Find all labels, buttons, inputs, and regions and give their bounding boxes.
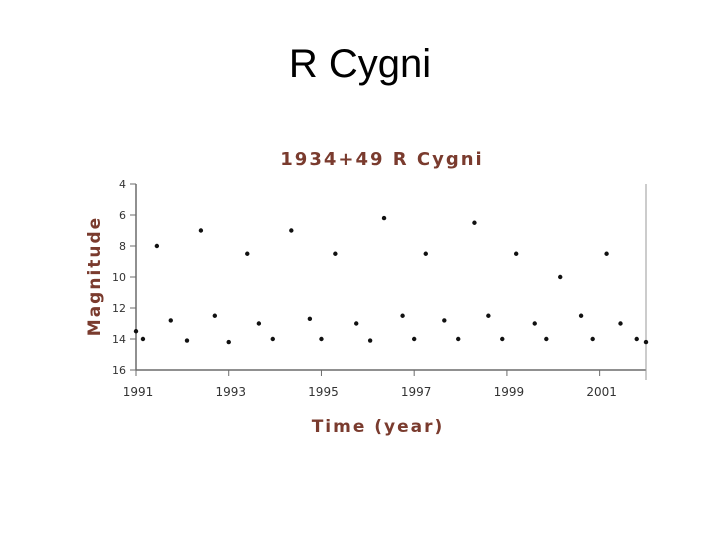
y-tick-label: 8	[119, 240, 126, 253]
data-point	[289, 228, 294, 233]
x-tick-label: 1997	[401, 385, 432, 399]
data-point	[381, 215, 387, 221]
data-point	[500, 336, 505, 342]
data-point	[367, 338, 373, 343]
y-axis-label: Magnitude	[85, 216, 105, 336]
data-point	[532, 321, 537, 326]
data-point	[544, 336, 549, 342]
x-tick-label: 1991	[123, 385, 154, 399]
data-point	[333, 251, 338, 256]
x-ticks: 1991 1993 1995 1997 1999 2001	[123, 370, 617, 399]
data-point	[423, 251, 428, 256]
data-point	[558, 274, 563, 280]
data-point	[198, 228, 204, 233]
data-point	[634, 336, 639, 342]
data-point	[154, 243, 160, 249]
data-point	[513, 251, 519, 256]
y-ticks: 4 6 8 10 12 14 16	[112, 178, 136, 377]
y-tick-label: 12	[112, 302, 126, 315]
data-point	[270, 336, 275, 342]
x-axis-label: Time (year)	[312, 417, 445, 437]
data-point	[456, 336, 461, 342]
y-tick-label: 6	[119, 209, 126, 222]
y-tick-label: 16	[112, 364, 126, 377]
data-point	[184, 338, 190, 343]
y-tick-label: 14	[112, 333, 126, 346]
slide-title: R Cygni	[288, 42, 432, 86]
data-point	[168, 318, 173, 323]
data-point	[411, 336, 417, 342]
data-point	[486, 313, 491, 318]
data-point	[212, 313, 218, 318]
data-point	[133, 329, 139, 334]
x-tick-label: 1993	[215, 385, 246, 399]
x-tick-label: 1999	[494, 385, 525, 399]
data-point	[618, 321, 623, 326]
data-point	[604, 251, 609, 256]
data-point	[140, 336, 146, 342]
data-point	[319, 336, 324, 342]
x-tick-label: 2001	[586, 385, 617, 399]
chart-title: 1934+49 R Cygni	[280, 149, 483, 170]
data-point	[578, 313, 584, 318]
data-point	[256, 321, 262, 326]
y-tick-label: 10	[112, 271, 126, 284]
data-point	[354, 321, 359, 326]
data-point	[307, 316, 313, 322]
data-point	[245, 251, 250, 256]
y-tick-label: 4	[119, 178, 126, 191]
x-tick-label: 1995	[308, 385, 339, 399]
data-point	[442, 318, 447, 323]
data-point	[643, 339, 649, 345]
data-point	[472, 220, 477, 225]
data-point	[400, 313, 405, 318]
data-point	[590, 336, 595, 342]
data-points	[133, 215, 649, 345]
data-point	[226, 339, 231, 345]
